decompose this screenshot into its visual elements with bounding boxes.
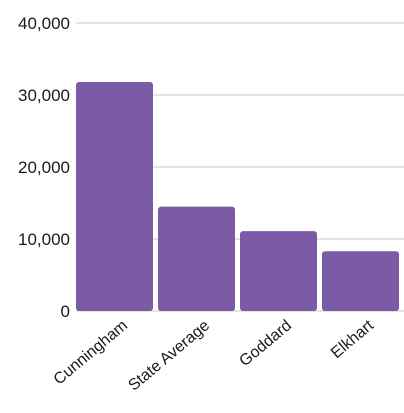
x-category-label: Goddard xyxy=(236,317,295,370)
y-tick-label: 0 xyxy=(61,302,70,321)
x-category-label: Elkhart xyxy=(328,317,377,362)
x-category-label: Cunningham xyxy=(51,317,131,388)
bar-state-average[interactable] xyxy=(158,206,235,311)
x-category-label: State Average xyxy=(125,317,213,395)
y-tick-label: 30,000 xyxy=(18,86,70,105)
y-tick-label: 20,000 xyxy=(18,158,70,177)
bar-elkhart[interactable] xyxy=(322,251,399,311)
bars xyxy=(76,82,399,311)
bar-cunningham[interactable] xyxy=(76,82,153,311)
y-tick-label: 40,000 xyxy=(18,14,70,33)
y-tick-label: 10,000 xyxy=(18,230,70,249)
y-axis-tick-labels: 0 10,000 20,000 30,000 40,000 xyxy=(18,14,70,321)
bar-goddard[interactable] xyxy=(240,231,317,311)
